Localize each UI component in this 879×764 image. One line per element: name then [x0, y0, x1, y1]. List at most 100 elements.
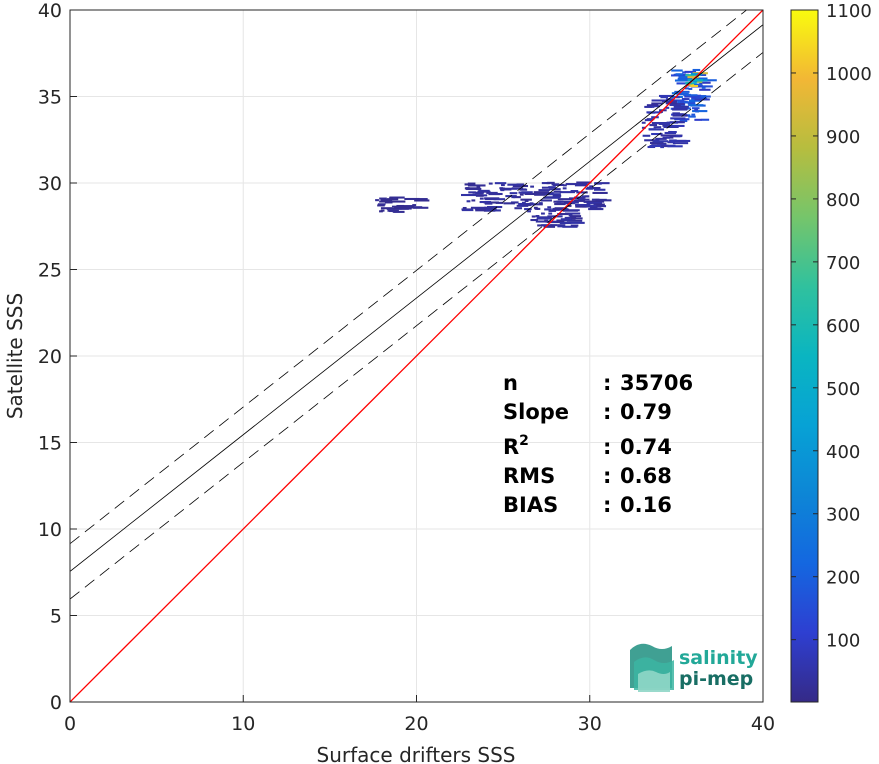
y-tick-label: 15 — [38, 433, 62, 455]
density-bin — [524, 208, 532, 211]
density-bin — [593, 188, 606, 191]
density-bin — [390, 200, 406, 203]
density-bin — [662, 136, 671, 139]
y-tick-label: 5 — [50, 606, 62, 628]
density-bin — [560, 219, 576, 222]
density-bin — [584, 204, 597, 207]
density-bin — [530, 185, 535, 188]
density-bin — [571, 217, 583, 220]
density-bin — [553, 190, 562, 193]
density-bin — [694, 118, 702, 121]
identity-line — [70, 10, 763, 702]
x-tick-label: 20 — [404, 713, 428, 735]
density-bin — [379, 197, 387, 200]
density-bin — [653, 140, 669, 143]
y-tick-label: 35 — [38, 87, 62, 109]
density-bin — [689, 99, 697, 102]
density-bin — [570, 224, 579, 227]
density-bin — [379, 200, 395, 203]
density-bin — [391, 205, 404, 208]
density-bin — [386, 207, 395, 210]
density-bin — [666, 121, 679, 124]
density-bin — [651, 99, 667, 102]
density-bin — [694, 83, 703, 86]
density-bin — [589, 185, 594, 188]
density-bin — [682, 71, 687, 74]
density-bin — [551, 183, 560, 186]
density-bin — [520, 198, 532, 201]
stat-label: RMS — [503, 464, 555, 488]
density-bin — [564, 201, 569, 204]
density-bin — [485, 208, 497, 211]
density-bin — [377, 203, 386, 206]
density-bin — [476, 185, 481, 188]
density-bin — [484, 202, 493, 205]
density-bin — [660, 146, 665, 149]
density-bin — [658, 94, 675, 98]
density-bin — [684, 95, 700, 98]
logo-line2: pi-mep — [679, 668, 753, 690]
y-axis-title: Satellite SSS — [3, 293, 27, 419]
density-bin — [672, 142, 689, 145]
density-bin — [535, 220, 552, 223]
density-bin — [562, 209, 578, 212]
density-bin — [486, 191, 498, 194]
density-bin — [594, 182, 610, 185]
stat-label-text: R — [503, 435, 519, 459]
density-bin — [573, 199, 585, 202]
density-bin — [554, 207, 566, 210]
density-bin — [687, 102, 696, 105]
density-bin — [568, 214, 573, 217]
x-tick-label: 40 — [751, 713, 775, 735]
colorbar-tick-label: 500 — [826, 379, 860, 400]
density-bin — [670, 117, 686, 120]
colorbar-tick-label: 1000 — [826, 64, 872, 85]
density-bin — [500, 189, 505, 192]
density-bin — [691, 113, 696, 116]
colorbar-tick-label: 900 — [826, 127, 860, 148]
density-bin — [646, 111, 662, 114]
density-bin — [507, 183, 523, 186]
density-bin — [555, 200, 564, 203]
density-bin — [547, 206, 552, 209]
density-bin — [681, 98, 690, 101]
density-bin — [467, 182, 476, 185]
density-bin — [665, 106, 670, 109]
density-bin — [574, 184, 587, 187]
density-bin — [530, 218, 539, 222]
density-bin — [541, 182, 550, 185]
density-bin — [564, 216, 577, 219]
density-bin — [674, 90, 690, 93]
density-bin — [593, 203, 605, 206]
density-bin — [466, 200, 471, 203]
density-bin — [479, 200, 492, 204]
density-bin — [650, 105, 655, 108]
density-bin — [661, 100, 678, 103]
stat-separator: : — [603, 493, 611, 517]
density-bin — [524, 192, 536, 196]
density-bin — [471, 199, 476, 202]
density-bin — [557, 213, 569, 216]
density-bin — [414, 199, 430, 202]
density-bin — [521, 201, 526, 204]
density-bin — [662, 124, 670, 127]
density-bin — [665, 102, 678, 105]
density-bin — [556, 219, 565, 222]
density-bin — [404, 197, 420, 201]
density-bin — [701, 79, 717, 82]
density-bin — [519, 204, 524, 207]
density-bin — [536, 217, 552, 220]
density-bin — [660, 144, 669, 148]
density-bin — [590, 205, 607, 208]
density-bin — [671, 69, 683, 72]
density-bin — [527, 203, 532, 207]
density-bin — [699, 88, 711, 91]
density-bin — [649, 144, 661, 148]
density-bin — [488, 182, 493, 185]
stat-separator: : — [603, 435, 611, 459]
colorbar-tick-label: 400 — [826, 442, 860, 463]
stat-label-text: n — [503, 371, 518, 395]
density-bin — [541, 224, 549, 227]
density-bin — [655, 137, 667, 140]
regression-line — [70, 24, 763, 572]
